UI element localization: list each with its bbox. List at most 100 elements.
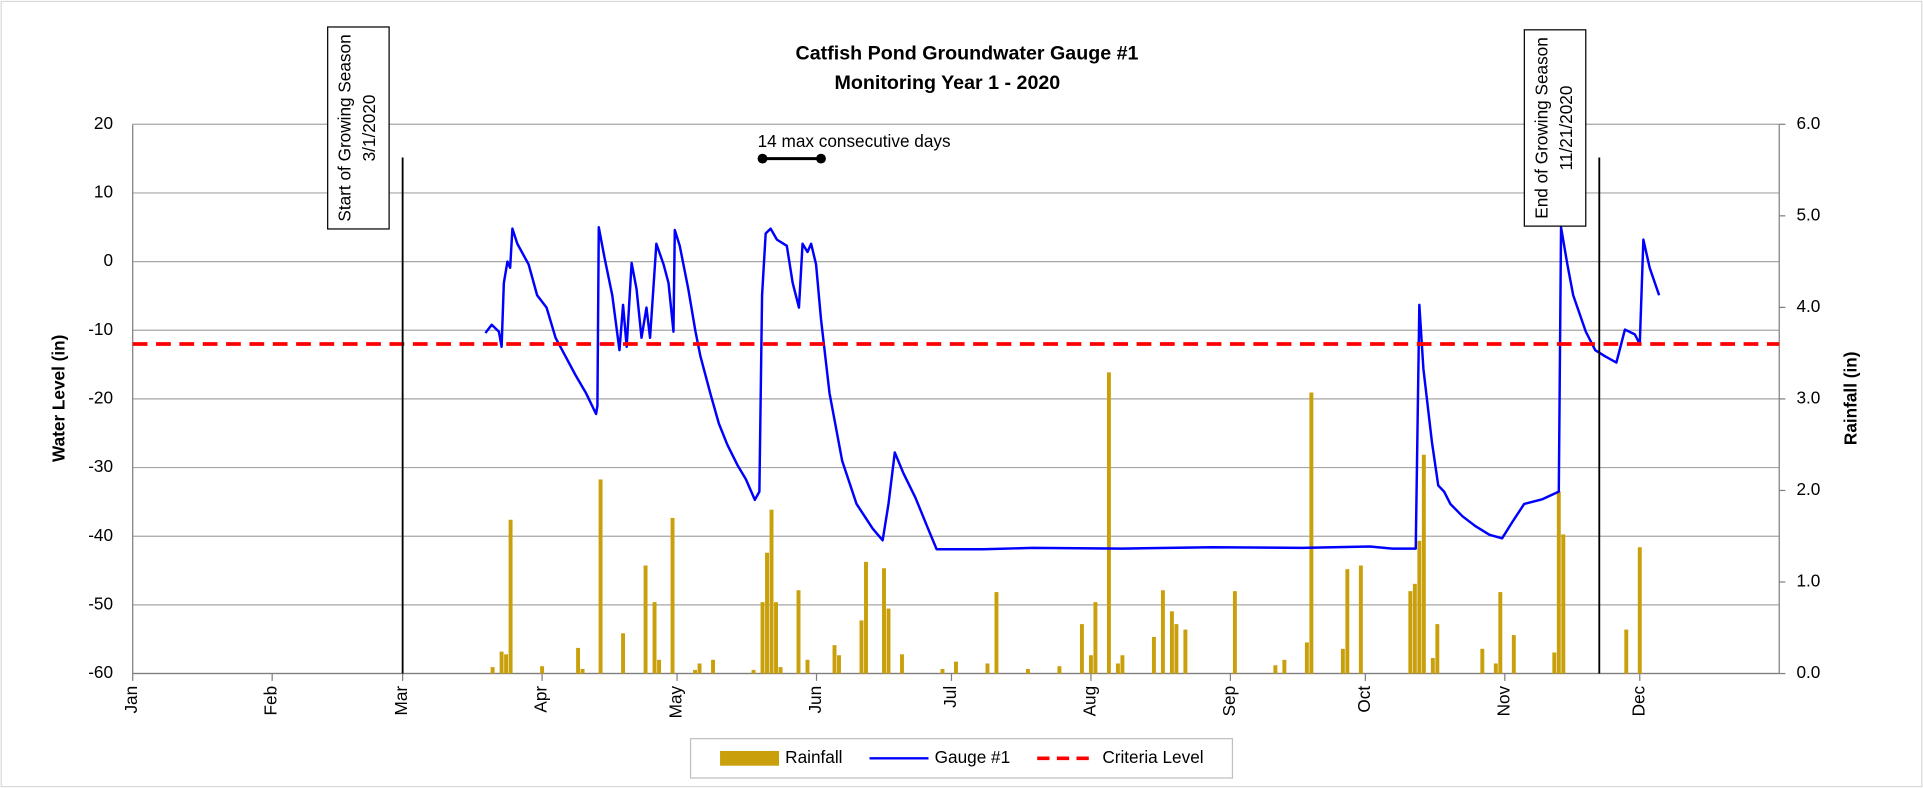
x-tick-label: Oct	[1354, 686, 1374, 713]
y-tick-label: 0	[103, 250, 113, 270]
y2-tick-label: 6.0	[1796, 113, 1820, 133]
x-tick-label: Mar	[391, 686, 411, 716]
rainfall-bar	[751, 669, 756, 674]
y-tick-label: -40	[88, 525, 113, 545]
annotation-end	[757, 153, 768, 164]
rainfall-bar	[805, 659, 810, 674]
rainfall-bar	[657, 659, 662, 674]
x-tick-label: Aug	[1079, 686, 1099, 717]
legend-swatch	[720, 750, 780, 766]
season-label-box	[1523, 29, 1587, 227]
rainfall-bar	[1169, 611, 1174, 674]
y2-tick-label: 1.0	[1796, 571, 1820, 591]
x-tick-label: Feb	[261, 686, 281, 716]
season-label-box	[327, 26, 390, 230]
x-tick-label: Nov	[1493, 685, 1513, 716]
y2-axis-label: Rainfall (in)	[1840, 352, 1860, 446]
legend	[689, 738, 1234, 779]
rainfall-bar	[1340, 648, 1345, 674]
rainfall-bar	[954, 661, 958, 674]
y2-tick-label: 4.0	[1796, 296, 1820, 316]
rainfall-bar	[504, 654, 509, 674]
rainfall-bar	[1480, 648, 1485, 674]
y2-tick-label: 3.0	[1796, 387, 1820, 407]
y2-tick-label: 5.0	[1796, 204, 1820, 224]
rainfall-bar	[864, 561, 868, 674]
rainfall-bar	[1151, 636, 1156, 674]
rainfall-bar	[900, 654, 904, 674]
rainfall-bar	[580, 668, 585, 674]
rainfall-bar	[1358, 565, 1363, 674]
rainfall-bar	[994, 592, 999, 674]
rainfall-bar	[940, 668, 945, 674]
rainfall-bar	[693, 669, 698, 674]
rainfall-bar	[643, 565, 648, 674]
season-label: End of Growing Season	[1531, 37, 1551, 219]
rainfall-bar	[765, 552, 769, 674]
rainfall-bar	[1057, 666, 1062, 674]
rainfall-bar	[1025, 668, 1030, 674]
x-tick-label: May	[666, 685, 686, 718]
y-tick-label: 20	[94, 113, 113, 133]
rainfall-bar	[1556, 491, 1561, 674]
rainfall-bar	[652, 602, 657, 674]
rainfall-bar	[778, 667, 783, 674]
rainfall-bar	[882, 568, 886, 674]
x-tick-label: Jan	[121, 686, 141, 714]
x-tick-label: Dec	[1628, 685, 1648, 716]
y-tick-label: -20	[88, 387, 113, 407]
rainfall-bar	[621, 633, 626, 674]
rainfall-bar	[1282, 659, 1287, 674]
rainfall-bar	[670, 517, 675, 674]
rainfall-bar	[1493, 663, 1498, 674]
rainfall-bar	[1430, 657, 1435, 674]
rainfall-bar	[1160, 590, 1165, 674]
rainfall-bar	[490, 667, 495, 674]
season-label: 3/1/2020	[359, 95, 379, 162]
rainfall-bar	[886, 608, 891, 674]
season-label: 11/21/2020	[1556, 86, 1576, 171]
rainfall-bar	[499, 651, 504, 674]
rainfall-bar	[837, 655, 841, 674]
y-tick-label: -30	[88, 456, 113, 476]
rainfall-bar	[1417, 540, 1422, 674]
rainfall-bar	[1093, 602, 1098, 674]
rainfall-bar	[1624, 629, 1629, 674]
rainfall-bar	[1408, 591, 1413, 674]
rainfall-bar	[598, 479, 603, 674]
x-tick-label: Sep	[1219, 686, 1239, 717]
rainfall-bar	[796, 590, 801, 674]
rainfall-bar	[1106, 372, 1111, 674]
rainfall-bar	[1115, 663, 1120, 674]
rainfall-bar	[1309, 392, 1314, 674]
x-tick-label: Jun	[805, 686, 825, 714]
rainfall-bar	[1637, 547, 1642, 674]
y-tick-label: -50	[88, 593, 113, 613]
rainfall-bar	[1435, 624, 1440, 674]
y-tick-label: 10	[94, 181, 113, 201]
rainfall-bar	[540, 666, 545, 674]
gauge-line	[484, 226, 1661, 551]
rainfall-bar	[1174, 624, 1179, 674]
legend-label: Rainfall	[785, 747, 842, 767]
rainfall-bar	[760, 602, 765, 674]
rainfall-bar	[774, 602, 778, 674]
rainfall-bar	[1421, 454, 1426, 674]
rainfall-bar	[576, 647, 581, 674]
y-tick-label: -60	[88, 662, 113, 682]
annotation-end	[816, 153, 826, 164]
rainfall-bar	[1088, 655, 1093, 674]
rainfall-bar	[1345, 569, 1350, 674]
chart-subtitle: Monitoring Year 1 - 2020	[834, 72, 1060, 94]
y-tick-label: -10	[88, 319, 113, 339]
rainfall-bar	[508, 519, 513, 674]
chart-title: Catfish Pond Groundwater Gauge #1	[796, 42, 1139, 64]
rainfall-bar	[1273, 665, 1278, 674]
rainfall-bar	[1561, 534, 1566, 674]
y2-tick-label: 2.0	[1796, 479, 1820, 499]
rainfall-bar	[859, 620, 864, 674]
rainfall-bar	[1079, 624, 1084, 674]
rainfall-bar	[1183, 629, 1188, 674]
